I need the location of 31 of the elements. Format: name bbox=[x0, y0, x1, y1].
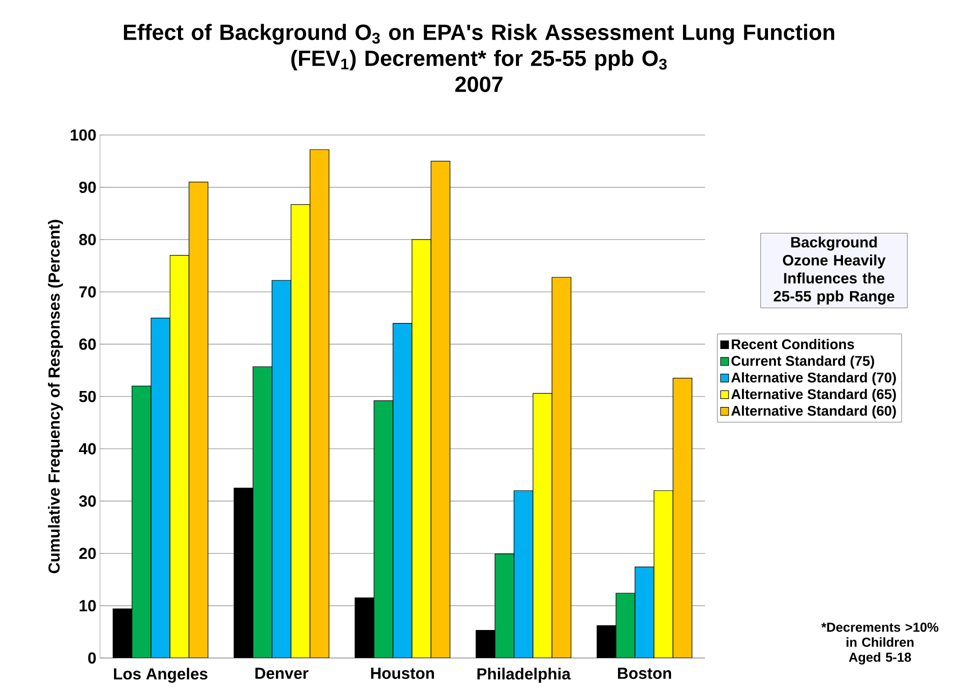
chart-title: Effect of Background O$_{3}$ on EPA's Risk Assessment Lung Function (FEV$_{1}$) Decrement* for 25-55 ppb O$_{3}$ bbox=[124, 24, 834, 70]
bar bbox=[188, 182, 208, 658]
legend-label: Alternative Standard (60) bbox=[731, 406, 896, 419]
y-tick-label: 30 bbox=[79, 495, 96, 507]
legend-label: Current Standard (75) bbox=[731, 356, 874, 369]
legend-label: Alternative Standard (65) bbox=[731, 388, 896, 402]
y-tick-label: 100 bbox=[70, 129, 96, 141]
text: Background Ozone Heavily Influences the 25-55 ppb Range bbox=[774, 236, 894, 305]
bar bbox=[310, 149, 330, 658]
x-tick-label: Denver bbox=[255, 668, 308, 679]
y-tick-label: 70 bbox=[79, 286, 96, 298]
bar bbox=[552, 276, 572, 658]
bar bbox=[672, 378, 692, 658]
y-tick-label: 20 bbox=[79, 548, 96, 560]
legend-label: Alternative Standard (70) bbox=[731, 372, 896, 386]
chart-subtitle: 2007 bbox=[455, 76, 503, 92]
x-tick-label: Los Angeles bbox=[114, 668, 208, 683]
y-tick-label: 80 bbox=[79, 234, 96, 246]
y-tick-label: 10 bbox=[80, 600, 96, 612]
y-tick-label: 50 bbox=[79, 390, 96, 402]
y-tick-label: 90 bbox=[79, 182, 96, 193]
x-tick-label: Boston bbox=[618, 668, 672, 679]
y-tick-label: 40 bbox=[78, 443, 96, 454]
bar bbox=[430, 160, 450, 658]
y-tick-label: 0 bbox=[88, 652, 96, 664]
y-axis-title: Cumulative Frequency of Responses (Percent) bbox=[48, 220, 63, 574]
x-tick-label: Houston bbox=[371, 668, 434, 679]
y-tick-label: 60 bbox=[79, 338, 96, 350]
text: *Decrements >10% in Children Aged 5-18 bbox=[821, 622, 938, 664]
x-tick-label: Philadelphia bbox=[477, 668, 571, 683]
legend-label: Recent Conditions bbox=[732, 338, 854, 350]
